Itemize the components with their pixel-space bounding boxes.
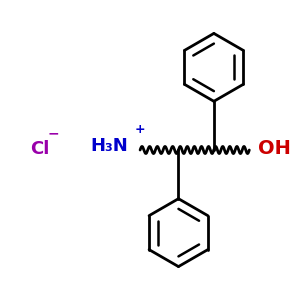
Text: +: + [135, 123, 146, 136]
Text: Cl: Cl [30, 140, 50, 158]
Text: OH: OH [258, 139, 291, 158]
Text: −: − [47, 127, 59, 141]
Text: H₃N: H₃N [91, 136, 128, 154]
